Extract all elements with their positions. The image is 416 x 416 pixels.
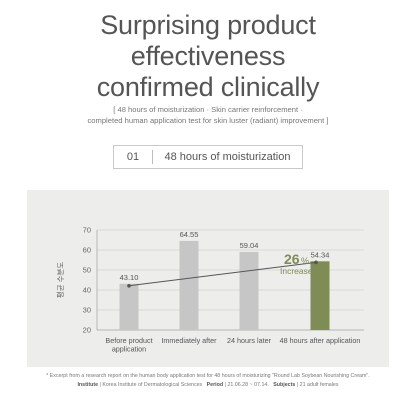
institute-value: | Korea Institute of Dermatological Scie… [99,382,203,388]
chart-panel: 20 30 40 50 60 70 평균 수분도 43.10 64.55 59.04 54.34… [27,190,389,367]
y-axis-label: 평균 수분도 [55,262,65,299]
bar-value-label: 64.55 [180,230,199,239]
section-pill: 01 48 hours of moisturization [113,145,303,169]
y-tick-label: 70 [83,226,91,235]
category-label: application [112,345,146,354]
headline-line-2: effectiveness [130,41,286,71]
bar [239,251,259,330]
trend-end-dot [314,260,318,265]
subjects-label: Subjects [273,382,296,388]
bar [179,240,199,330]
increase-unit: % [301,256,309,266]
category-label: Before product [105,336,152,345]
subtitle-line-1: [ 48 hours of moisturization · Skin carr… [113,105,303,114]
category-label: 24 hours later [227,336,272,345]
trend-line [128,261,317,287]
institute-label: Institute [77,382,99,388]
bar-value-label: 43.10 [120,273,139,282]
increase-arrow-icon: ▲ [316,267,324,276]
subjects-value: | 21 adult females [296,382,339,388]
category-label: 48 hours after application [280,336,361,345]
section-label: 48 hours of moisturization [164,151,291,163]
footnote-line-1: * Excerpt from a research report on the … [46,373,370,379]
moisture-bar-chart: 20 30 40 50 60 70 평균 수분도 43.10 64.55 59.04 54.34… [55,226,364,354]
trend-start-dot [127,284,131,288]
y-tick-label: 50 [83,266,91,275]
y-tick-label: 60 [83,246,91,255]
bar-value-label: 54.34 [311,250,330,259]
category-label: Immediately after [161,336,217,345]
y-tick-label: 20 [83,326,91,335]
section-divider [152,150,153,164]
headline-line-3: confirmed clinically [96,72,320,102]
bar [310,261,330,330]
section-number: 01 [126,151,140,163]
period-value: | 21.06.28 ~ 07.14. [224,382,269,388]
footnote-line-2: Institute | Korea Institute of Dermatolo… [0,381,416,389]
bar-value-label: 59.04 [240,241,259,250]
bar [119,283,139,330]
y-tick-label: 40 [83,286,91,295]
y-tick-label: 30 [83,306,91,315]
increase-text: Increase [280,266,313,276]
headline-line-1: Surprising product [100,10,316,40]
increase-percent: 26 [284,251,300,267]
period-label: Period [206,382,224,388]
subtitle-line-2: completed human application test for ski… [87,116,329,125]
